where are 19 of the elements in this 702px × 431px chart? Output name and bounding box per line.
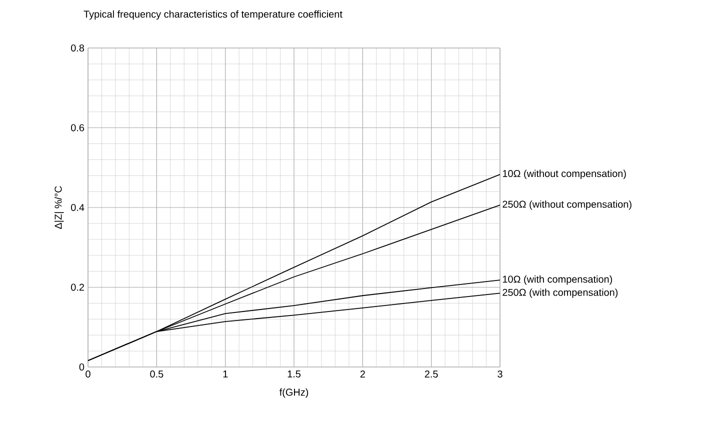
y-tick-label: 0.6 bbox=[71, 124, 84, 132]
y-tick-label: 0.8 bbox=[71, 44, 84, 52]
chart-title: Typical frequency characteristics of temperature coefficient bbox=[84, 10, 342, 20]
y-tick-label: 0.4 bbox=[71, 204, 84, 212]
x-tick-label: 0.5 bbox=[150, 370, 164, 378]
x-tick-label: 0 bbox=[86, 370, 90, 378]
y-tick-label: 0 bbox=[79, 363, 84, 371]
x-tick-label: 2.5 bbox=[424, 370, 438, 378]
x-tick-label: 1 bbox=[223, 370, 228, 378]
y-axis-title: Δ|Z| %/°C bbox=[54, 186, 64, 229]
series-label: 250Ω (without compensation) bbox=[502, 200, 632, 210]
x-axis-title: f(GHz) bbox=[279, 388, 308, 398]
series-label: 10Ω (with compensation) bbox=[502, 275, 612, 285]
series-label: 10Ω (without compensation) bbox=[502, 170, 626, 180]
x-tick-label: 2 bbox=[360, 370, 365, 378]
y-tick-label: 0.2 bbox=[71, 284, 84, 291]
x-tick-label: 3 bbox=[498, 370, 502, 378]
x-tick-label: 1.5 bbox=[288, 370, 301, 378]
series-label: 250Ω (with compensation) bbox=[502, 288, 618, 298]
